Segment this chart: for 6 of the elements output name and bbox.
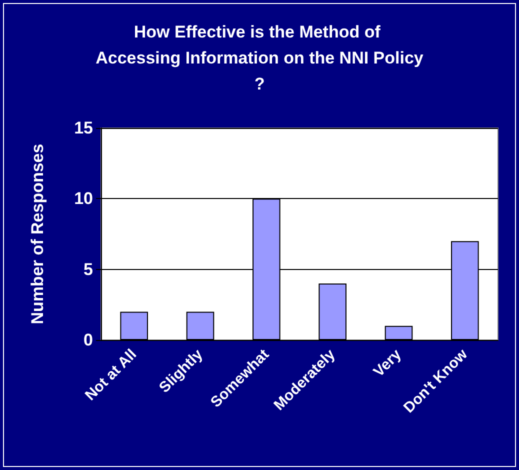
- chart-title: How Effective is the Method of Accessing Information on the NNI Policy?: [96, 22, 424, 94]
- y-tick-label: 15: [74, 118, 93, 138]
- y-axis-title: Number of Responses: [28, 144, 47, 324]
- y-tick-label: 5: [84, 260, 93, 279]
- y-tick-label: 10: [74, 189, 93, 208]
- x-tick-label: Very: [370, 346, 406, 380]
